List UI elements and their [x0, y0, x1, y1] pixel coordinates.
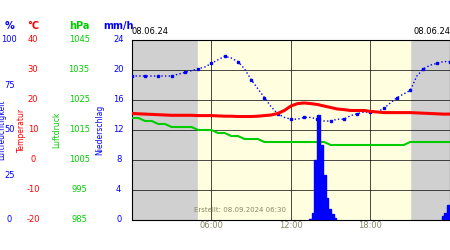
- Text: 25: 25: [4, 170, 14, 179]
- Text: hPa: hPa: [69, 21, 89, 31]
- Text: 1025: 1025: [68, 96, 90, 104]
- Text: -20: -20: [26, 216, 40, 224]
- Text: 0: 0: [7, 216, 12, 224]
- Text: Erstellt: 08.09.2024 06:30: Erstellt: 08.09.2024 06:30: [194, 207, 286, 213]
- Bar: [309, 218, 312, 220]
- Bar: [330, 214, 334, 220]
- Bar: [325, 198, 328, 220]
- Text: Luftdruck: Luftdruck: [52, 112, 61, 148]
- Bar: [333, 218, 336, 220]
- Text: 0: 0: [116, 216, 122, 224]
- Text: 100: 100: [1, 36, 17, 44]
- Text: 24: 24: [113, 36, 124, 44]
- Text: 40: 40: [28, 36, 38, 44]
- Text: 08.06.24: 08.06.24: [132, 28, 169, 36]
- Bar: [442, 216, 445, 220]
- Text: 1005: 1005: [68, 156, 90, 164]
- Text: 985: 985: [71, 216, 87, 224]
- Text: 30: 30: [27, 66, 38, 74]
- Text: 4: 4: [116, 186, 122, 194]
- Bar: [444, 212, 448, 220]
- Text: 16: 16: [113, 96, 124, 104]
- Text: 1035: 1035: [68, 66, 90, 74]
- Text: 10: 10: [28, 126, 38, 134]
- Text: %: %: [4, 21, 14, 31]
- Text: 8: 8: [116, 156, 122, 164]
- Text: 1045: 1045: [68, 36, 90, 44]
- Text: Luftfeuchtigkeit: Luftfeuchtigkeit: [0, 100, 6, 160]
- Text: 20: 20: [28, 96, 38, 104]
- Bar: [328, 209, 331, 220]
- Bar: [198, 40, 410, 220]
- Text: °C: °C: [27, 21, 39, 31]
- Bar: [317, 115, 320, 220]
- Text: 995: 995: [71, 186, 87, 194]
- Text: 08.06.24: 08.06.24: [413, 28, 450, 36]
- Text: 75: 75: [4, 80, 14, 90]
- Bar: [320, 145, 323, 220]
- Bar: [322, 175, 326, 220]
- Text: -10: -10: [26, 186, 40, 194]
- Text: Niederschlag: Niederschlag: [96, 105, 105, 155]
- Bar: [315, 160, 318, 220]
- Text: 50: 50: [4, 126, 14, 134]
- Bar: [447, 205, 450, 220]
- Text: 12: 12: [113, 126, 124, 134]
- Text: Temperatur: Temperatur: [17, 108, 26, 152]
- Text: 20: 20: [113, 66, 124, 74]
- Text: 1015: 1015: [68, 126, 90, 134]
- Text: 0: 0: [30, 156, 36, 164]
- Text: mm/h: mm/h: [104, 21, 134, 31]
- Bar: [312, 212, 315, 220]
